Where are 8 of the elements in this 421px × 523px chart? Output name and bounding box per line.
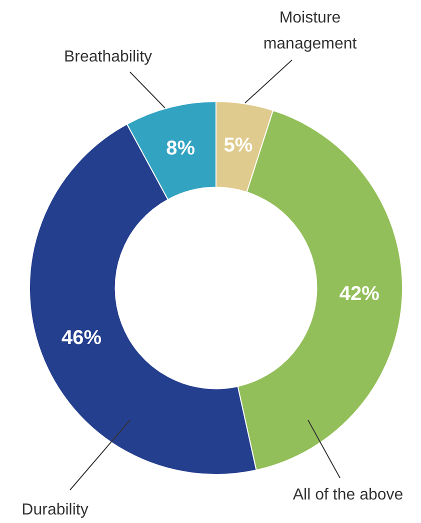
data-label: 8% <box>166 137 196 160</box>
data-label: 42% <box>339 283 380 306</box>
slice-label: All of the above <box>292 486 404 504</box>
data-label: 46% <box>61 326 102 349</box>
slice-label: Moisture management <box>263 9 358 52</box>
data-label: 5% <box>224 134 253 157</box>
slice-label: Breathability <box>64 48 152 66</box>
slice-label: Durability <box>22 501 88 518</box>
